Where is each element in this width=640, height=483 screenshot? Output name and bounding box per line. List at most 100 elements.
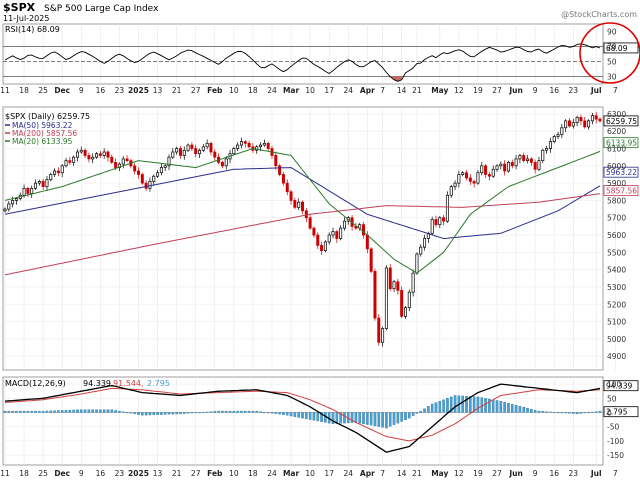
candle	[87, 152, 91, 163]
histogram-bar	[430, 403, 434, 413]
candle-body	[430, 219, 434, 234]
histogram-bar	[591, 411, 594, 413]
histogram-bar	[282, 412, 285, 415]
histogram-bar	[442, 399, 445, 413]
candle-body	[438, 217, 442, 226]
candle	[533, 159, 537, 174]
x-tick-label: 24	[267, 86, 277, 95]
x-tick-label: 13	[153, 86, 163, 95]
x-tick-label: 23	[115, 469, 125, 478]
candle	[60, 164, 64, 178]
candle-body	[358, 224, 362, 229]
candle-body	[419, 246, 423, 255]
histogram-bar	[266, 412, 270, 414]
candle-body	[144, 182, 148, 189]
candle-body	[461, 172, 465, 175]
x-tick-label: May	[431, 86, 448, 95]
histogram-bar	[278, 412, 281, 415]
rsi-panel	[2, 23, 604, 85]
candle	[262, 139, 266, 147]
candle-body	[102, 151, 106, 156]
histogram-bar	[26, 410, 30, 413]
price-y-tick-label: 5600	[607, 231, 626, 240]
x-tick-label: 16	[96, 86, 106, 95]
x-tick-label: 24	[267, 469, 277, 478]
candle	[526, 155, 530, 164]
candle	[480, 162, 484, 176]
candle-body	[163, 165, 167, 168]
ma20-legend: MA(20) 6133.95	[12, 137, 73, 146]
candle	[567, 118, 571, 128]
copyright-text[interactable]: @StockCharts.com	[561, 10, 637, 19]
x-tick-label: 10	[229, 86, 239, 95]
histogram-bar	[285, 412, 289, 416]
histogram-bar	[49, 410, 53, 413]
candle	[407, 289, 411, 312]
candle-body	[14, 198, 18, 201]
candle	[518, 153, 522, 164]
histogram-bar	[366, 412, 369, 425]
ma200-line-last-value-text: 5857.56	[606, 186, 637, 195]
histogram-bar	[598, 410, 602, 413]
histogram-bar	[385, 412, 388, 429]
candle	[110, 154, 114, 165]
x-tick-label: Apr	[360, 86, 375, 95]
histogram-bar	[87, 409, 91, 413]
histogram-bar	[392, 412, 396, 425]
candle	[510, 159, 514, 169]
candle-body	[140, 174, 144, 184]
candle	[503, 160, 507, 176]
ma200-legend: MA(200) 5857.56	[12, 129, 77, 138]
candle-body	[289, 191, 293, 201]
histogram-bar	[305, 412, 308, 420]
candle-body	[152, 175, 156, 182]
x-tick-label: 2025	[128, 469, 149, 478]
candle	[323, 240, 327, 253]
candle	[548, 137, 552, 153]
candle	[594, 111, 598, 124]
candle	[571, 118, 575, 129]
x-tick-label: 7	[613, 86, 618, 95]
histogram-bar	[572, 412, 575, 414]
x-tick-label: 11	[0, 469, 10, 478]
histogram-bar	[106, 409, 110, 413]
candle	[68, 156, 72, 165]
candle	[541, 148, 545, 164]
histogram-bar	[480, 397, 484, 413]
candle-body	[514, 158, 518, 167]
macd-layer: 94.339 2.795	[3, 380, 639, 453]
candle-body	[106, 151, 110, 158]
candle	[163, 164, 167, 172]
candle	[449, 184, 453, 198]
candle-body	[220, 162, 224, 167]
candle-body	[278, 165, 282, 175]
candle	[136, 167, 140, 179]
macd-line	[4, 383, 601, 453]
price-y-tick-label: 5900	[607, 179, 626, 188]
histogram-bar	[301, 412, 304, 419]
x-tick-label: 13	[153, 469, 163, 478]
candle-body	[472, 181, 476, 184]
x-tick-label: Mar	[283, 86, 300, 95]
x-tick-label: 16	[96, 469, 106, 478]
candle-body	[64, 160, 68, 167]
candle-body	[281, 174, 285, 184]
histogram-bar	[247, 410, 251, 413]
candle-body	[201, 146, 205, 151]
candle	[91, 153, 95, 164]
histogram-bar	[381, 412, 384, 428]
candle-body	[121, 158, 125, 165]
ma200-line-last-value: 5857.56	[603, 185, 639, 196]
histogram-bar	[453, 395, 457, 413]
ma20-line-last-value: 6133.95	[603, 137, 639, 149]
candle-body	[537, 160, 541, 170]
candle-body	[75, 151, 79, 158]
candle	[327, 232, 331, 245]
histogram-bar	[362, 412, 365, 424]
histogram-bar	[434, 402, 438, 413]
candle-body	[533, 162, 537, 170]
candle-body	[503, 163, 507, 172]
candle-body	[34, 182, 38, 189]
candle	[247, 140, 251, 149]
histogram-bar	[514, 404, 518, 413]
